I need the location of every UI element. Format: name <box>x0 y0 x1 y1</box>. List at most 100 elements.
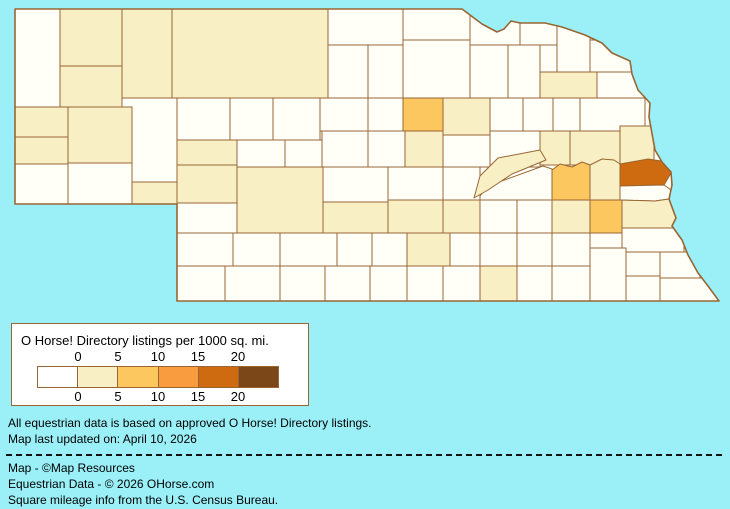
county-region[interactable] <box>367 97 404 132</box>
legend-swatch <box>38 367 78 387</box>
state-outline <box>14 8 720 302</box>
county-region[interactable] <box>404 130 444 168</box>
county-region[interactable] <box>224 265 281 301</box>
county-region[interactable] <box>469 44 509 99</box>
county-region[interactable] <box>473 149 547 199</box>
county-region[interactable] <box>279 265 326 301</box>
county-region[interactable] <box>449 232 481 267</box>
county-region[interactable] <box>387 166 444 201</box>
county-region[interactable] <box>516 232 553 267</box>
county-region[interactable] <box>519 8 558 46</box>
county-region[interactable] <box>659 277 722 301</box>
county-region[interactable] <box>131 181 178 205</box>
county-region[interactable] <box>551 265 591 301</box>
legend-tick: 20 <box>230 349 246 364</box>
county-region[interactable] <box>589 158 621 201</box>
legend-swatch <box>157 367 198 387</box>
county-region[interactable] <box>551 232 591 267</box>
legend-title: O Horse! Directory listings per 1000 sq.… <box>21 333 269 348</box>
legend-tick: 0 <box>74 349 82 364</box>
county-region[interactable] <box>67 162 133 205</box>
county-region[interactable] <box>442 199 481 234</box>
county-region[interactable] <box>469 8 521 46</box>
county-region[interactable] <box>589 247 627 301</box>
county-region[interactable] <box>176 202 238 234</box>
county-region[interactable] <box>327 8 404 46</box>
county-region[interactable] <box>321 130 369 168</box>
county-region[interactable] <box>369 265 408 301</box>
credit-equestrian-data: Equestrian Data - © 2026 OHorse.com <box>8 477 215 491</box>
county-region[interactable] <box>15 136 69 165</box>
county-region[interactable] <box>442 134 491 168</box>
county-region[interactable] <box>387 199 444 234</box>
county-region[interactable] <box>619 198 679 229</box>
county-region[interactable] <box>406 265 444 301</box>
county-region[interactable] <box>589 232 623 249</box>
county-region[interactable] <box>236 139 286 168</box>
county-region[interactable] <box>539 71 598 99</box>
county-region[interactable] <box>551 161 591 201</box>
county-region[interactable] <box>552 97 581 132</box>
county-region[interactable] <box>171 8 329 99</box>
county-region[interactable] <box>236 166 324 234</box>
legend-tick: 20 <box>230 389 246 404</box>
county-region[interactable] <box>479 199 518 234</box>
county-region[interactable] <box>59 65 123 108</box>
county-region[interactable] <box>176 232 234 267</box>
legend-tick: 5 <box>114 349 122 364</box>
county-region[interactable] <box>367 44 404 99</box>
county-region[interactable] <box>596 71 646 99</box>
county-region[interactable] <box>176 97 231 141</box>
county-region[interactable] <box>619 125 655 165</box>
nebraska-county-map[interactable] <box>0 0 730 318</box>
legend-swatch <box>237 367 279 387</box>
county-region[interactable] <box>516 199 553 234</box>
county-region[interactable] <box>489 97 524 132</box>
county-region[interactable] <box>176 139 238 166</box>
county-region[interactable] <box>406 232 451 267</box>
county-region[interactable] <box>59 8 123 67</box>
county-region[interactable] <box>479 265 518 301</box>
county-region[interactable] <box>522 97 554 132</box>
county-region[interactable] <box>479 232 518 267</box>
county-region[interactable] <box>619 227 685 253</box>
county-region[interactable] <box>176 164 238 204</box>
county-region[interactable] <box>67 106 133 164</box>
county-region[interactable] <box>589 39 633 73</box>
county-region[interactable] <box>121 8 173 99</box>
county-region[interactable] <box>442 265 481 301</box>
county-region[interactable] <box>327 44 369 99</box>
county-region[interactable] <box>625 275 661 301</box>
county-region[interactable] <box>625 251 661 277</box>
county-region[interactable] <box>402 39 471 99</box>
county-region[interactable] <box>324 265 371 301</box>
legend-tick: 10 <box>150 349 166 364</box>
county-region[interactable] <box>15 8 61 108</box>
county-region[interactable] <box>556 13 591 73</box>
county-region[interactable] <box>279 232 338 267</box>
county-region[interactable] <box>619 184 672 202</box>
county-region[interactable] <box>402 97 444 132</box>
county-region[interactable] <box>551 199 591 234</box>
county-region[interactable] <box>322 166 389 203</box>
county-region[interactable] <box>371 232 408 267</box>
county-region[interactable] <box>232 232 281 267</box>
county-region[interactable] <box>402 8 471 41</box>
county-region[interactable] <box>322 201 389 234</box>
county-region[interactable] <box>284 139 323 168</box>
county-region[interactable] <box>539 44 558 73</box>
county-region[interactable] <box>272 97 321 141</box>
county-region[interactable] <box>229 97 274 141</box>
county-region[interactable] <box>319 97 369 132</box>
county-region[interactable] <box>516 265 553 301</box>
county-region[interactable] <box>507 44 541 99</box>
county-region[interactable] <box>15 163 69 205</box>
county-region[interactable] <box>367 130 406 168</box>
legend-swatch <box>117 367 158 387</box>
county-region[interactable] <box>336 232 373 267</box>
footer-note-last-updated: Map last updated on: April 10, 2026 <box>8 432 197 446</box>
county-region[interactable] <box>15 106 69 138</box>
county-region[interactable] <box>442 97 491 136</box>
county-region[interactable] <box>176 265 226 301</box>
legend-tick: 10 <box>150 389 166 404</box>
